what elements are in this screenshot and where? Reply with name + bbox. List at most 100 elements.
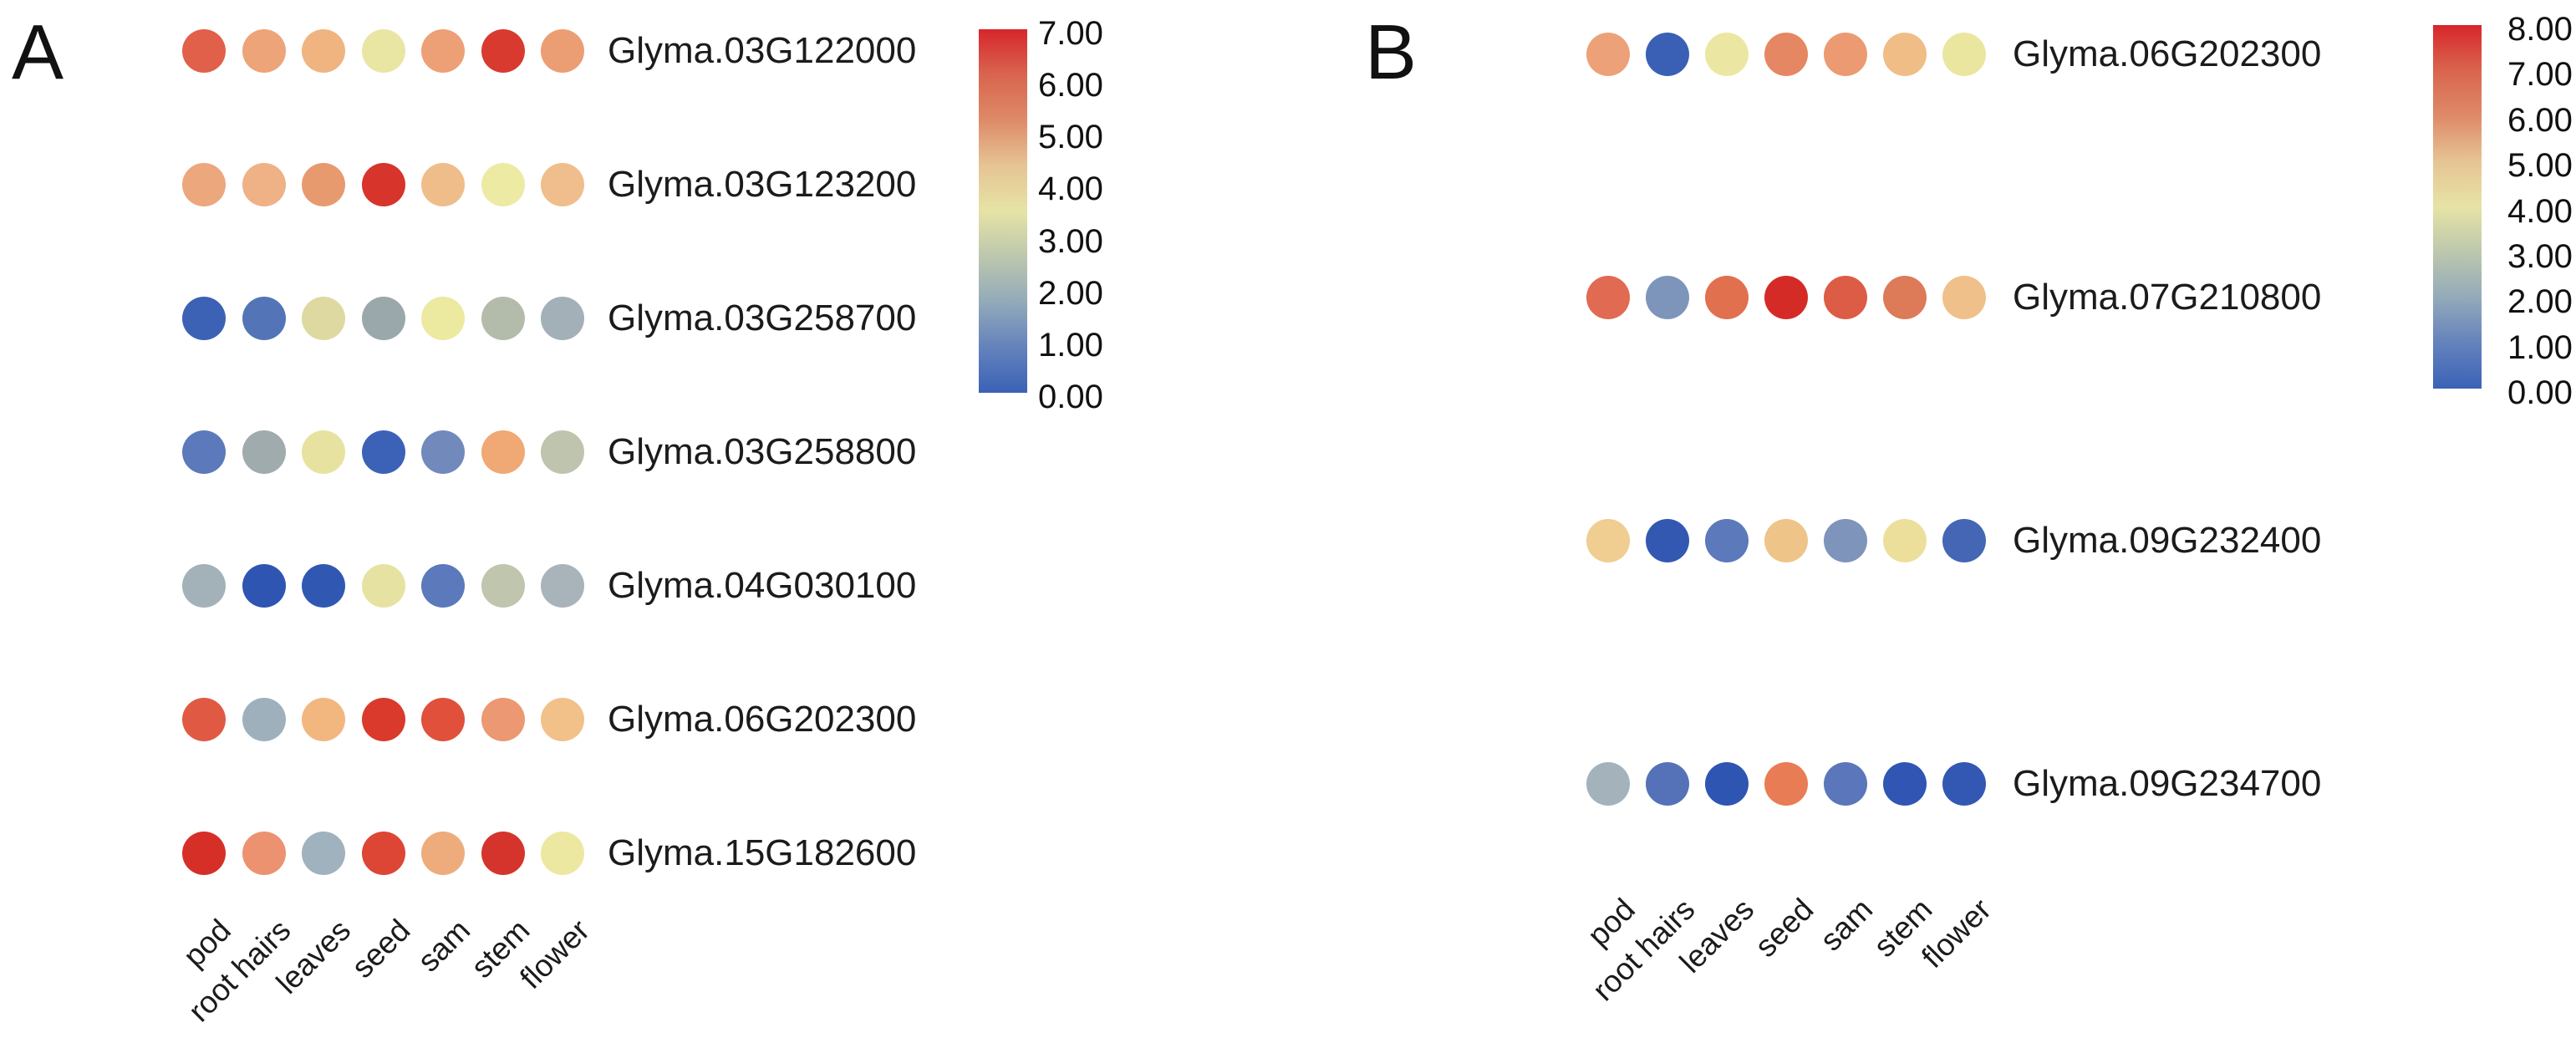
expression-dot — [1824, 519, 1867, 562]
colorbar-tick-label: 0.00 — [1038, 379, 1103, 415]
gene-label: Glyma.03G258700 — [608, 298, 917, 338]
expression-dot — [182, 163, 226, 206]
expression-dot — [242, 297, 286, 340]
colorbar-tick-label: 7.00 — [2507, 56, 2573, 94]
expression-dot — [1883, 276, 1927, 319]
expression-dot — [1824, 33, 1867, 76]
expression-dot — [421, 832, 465, 875]
tissue-axis-label: sam — [1813, 892, 1880, 958]
expression-dot — [1586, 33, 1630, 76]
expression-dot — [541, 163, 584, 206]
expression-dot — [1883, 519, 1927, 562]
expression-dot — [361, 163, 405, 206]
expression-dot — [182, 698, 226, 741]
expression-dot — [1646, 33, 1689, 76]
expression-dot — [1705, 276, 1749, 319]
gene-label: Glyma.03G122000 — [608, 30, 917, 71]
panel-b-letter: B — [1365, 8, 1418, 95]
colorbar-tick-label: 5.00 — [2507, 147, 2573, 185]
gene-label: Glyma.03G258800 — [608, 431, 917, 472]
expression-dot — [242, 564, 286, 608]
expression-dot — [541, 29, 584, 73]
expression-dot — [541, 832, 584, 875]
gene-label: Glyma.09G234700 — [2013, 763, 2322, 804]
expression-dot — [1942, 762, 1986, 806]
colorbar-tick-label: 2.00 — [1038, 274, 1103, 312]
expression-dot — [421, 430, 465, 474]
expression-dot — [242, 698, 286, 741]
colorbar-tick-label: 1.00 — [1038, 326, 1103, 364]
expression-dot — [481, 430, 525, 474]
expression-dot — [1586, 762, 1630, 806]
expression-dot — [182, 430, 226, 474]
colorbar-tick-label: 2.00 — [2507, 283, 2573, 321]
expression-dot — [242, 29, 286, 73]
expression-dot — [361, 297, 405, 340]
expression-dot — [302, 29, 345, 73]
expression-dot — [1824, 276, 1867, 319]
colorbar-tick-label: 5.00 — [1038, 119, 1103, 156]
expression-dot — [481, 163, 525, 206]
expression-dot — [1764, 33, 1808, 76]
expression-dot — [302, 430, 345, 474]
expression-dot — [1646, 762, 1689, 806]
expression-dot — [481, 297, 525, 340]
expression-dot — [182, 832, 226, 875]
expression-dot — [1942, 519, 1986, 562]
expression-dot — [1705, 762, 1749, 806]
tissue-axis-label: seed — [1748, 892, 1820, 964]
expression-dot — [1764, 276, 1808, 319]
expression-dot — [1942, 276, 1986, 319]
expression-dot — [481, 698, 525, 741]
expression-dot — [421, 29, 465, 73]
expression-dot — [302, 698, 345, 741]
expression-dot — [541, 698, 584, 741]
colorbar-tick-label: 1.00 — [2507, 328, 2573, 366]
colorbar-tick-label: 0.00 — [2507, 374, 2573, 411]
expression-dot — [242, 430, 286, 474]
expression-dot — [302, 564, 345, 608]
expression-dot — [1883, 33, 1927, 76]
expression-dot — [541, 297, 584, 340]
colorbar-tick-label: 3.00 — [1038, 222, 1103, 260]
expression-dot — [182, 564, 226, 608]
expression-dot — [302, 832, 345, 875]
colorbar-tick-label: 3.00 — [2507, 237, 2573, 275]
gene-label: Glyma.06G202300 — [2013, 33, 2322, 74]
gene-label: Glyma.15G182600 — [608, 832, 917, 873]
expression-dot — [481, 564, 525, 608]
expression-dot — [1586, 519, 1630, 562]
expression-dot — [481, 29, 525, 73]
expression-dot — [1883, 762, 1927, 806]
colorbar-tick-label: 4.00 — [1038, 170, 1103, 208]
expression-dot — [1586, 276, 1630, 319]
expression-dot — [361, 430, 405, 474]
colorbar-tick-label: 7.00 — [1038, 15, 1103, 52]
expression-dot — [541, 564, 584, 608]
expression-dot — [361, 564, 405, 608]
colorbar-tick-label: 4.00 — [2507, 192, 2573, 230]
gene-label: Glyma.06G202300 — [608, 699, 917, 740]
gene-label: Glyma.04G030100 — [608, 565, 917, 606]
expression-dot — [361, 832, 405, 875]
expression-dot — [1764, 519, 1808, 562]
colorbar-tick-label: 6.00 — [1038, 67, 1103, 104]
expression-dot — [1942, 33, 1986, 76]
gene-label: Glyma.09G232400 — [2013, 520, 2322, 561]
expression-dot — [541, 430, 584, 474]
expression-dot — [242, 163, 286, 206]
colorbar — [979, 29, 1027, 393]
colorbar-tick-label: 6.00 — [2507, 101, 2573, 139]
expression-dot — [1646, 276, 1689, 319]
expression-dot — [1764, 762, 1808, 806]
expression-dot — [1705, 519, 1749, 562]
expression-dot — [421, 297, 465, 340]
colorbar-tick-label: 8.00 — [2507, 11, 2573, 48]
expression-dot — [421, 163, 465, 206]
expression-dot — [302, 297, 345, 340]
expression-dot — [302, 163, 345, 206]
expression-dot — [1824, 762, 1867, 806]
